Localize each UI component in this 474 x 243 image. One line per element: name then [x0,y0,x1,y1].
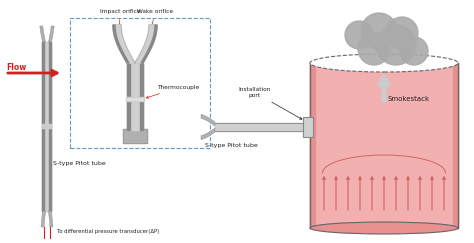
Polygon shape [126,97,144,101]
Polygon shape [44,42,51,211]
Text: Installation
port: Installation port [239,87,302,119]
Polygon shape [127,63,143,130]
Polygon shape [141,25,157,63]
Text: Smokestack: Smokestack [388,96,430,102]
Circle shape [345,21,373,49]
Text: Thermocouple: Thermocouple [146,85,199,98]
Ellipse shape [310,54,458,72]
Polygon shape [136,25,156,63]
Text: Flow: Flow [6,63,26,72]
Polygon shape [135,25,157,63]
Circle shape [358,33,390,65]
Polygon shape [127,63,130,130]
Polygon shape [310,63,315,228]
Polygon shape [40,26,46,42]
Polygon shape [215,124,310,130]
Polygon shape [127,98,143,100]
Polygon shape [453,63,458,228]
Polygon shape [48,26,54,42]
Text: Impact orifice: Impact orifice [100,9,141,26]
Polygon shape [140,63,143,130]
Polygon shape [215,123,310,131]
Polygon shape [124,130,146,142]
Polygon shape [41,211,46,227]
Polygon shape [43,124,52,129]
Polygon shape [113,25,135,63]
Polygon shape [128,63,142,130]
Circle shape [400,37,428,65]
Polygon shape [43,42,45,211]
Polygon shape [201,114,215,126]
Circle shape [361,13,397,49]
Polygon shape [43,42,52,211]
Polygon shape [49,42,52,211]
Text: S-type Pitot tube: S-type Pitot tube [205,143,258,148]
Text: Wake orifice: Wake orifice [137,9,173,26]
Circle shape [376,25,416,65]
FancyBboxPatch shape [303,117,313,137]
Polygon shape [113,25,129,63]
Polygon shape [48,211,53,227]
Ellipse shape [310,222,458,234]
Text: S-type Pitot tube: S-type Pitot tube [53,161,106,166]
Polygon shape [123,129,147,143]
Polygon shape [114,25,134,63]
Bar [70,18,210,148]
Circle shape [386,17,418,49]
Polygon shape [310,63,458,228]
Text: To differential pressure transducer(ΔP): To differential pressure transducer(ΔP) [57,229,159,234]
Polygon shape [201,128,215,140]
